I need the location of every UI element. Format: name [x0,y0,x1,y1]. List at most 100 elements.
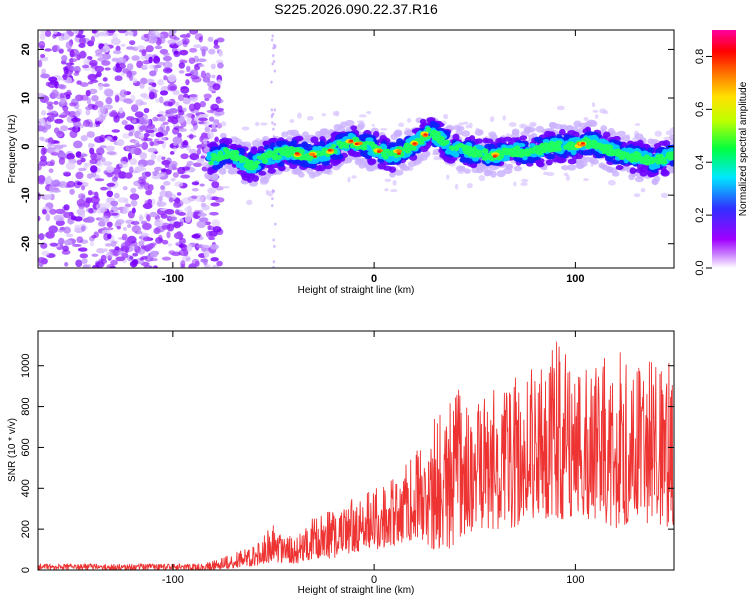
heatmap-noise-blob [44,30,52,38]
heatmap-noise-blob [39,33,46,41]
heatmap-noise-blob [96,248,106,254]
heatmap-noise-blob [139,77,148,85]
heatmap-noise-blob [164,113,174,117]
heatmap-noise-blob [138,240,145,247]
heatmap-track-blob [591,134,598,139]
heatmap-noise-blob [155,226,166,233]
heatmap-track-blob [655,159,663,165]
heatmap-noise-blob [272,260,276,264]
heatmap-track-blob [527,147,535,153]
heatmap-noise-blob [271,34,274,38]
heatmap-track-blob [496,170,506,178]
heatmap-track-blob [542,142,549,147]
heatmap-hot-spot [492,155,497,158]
heatmap-noise-blob [633,193,641,198]
heatmap-noise-blob [159,90,169,96]
heatmap-noise-blob [142,236,152,242]
heatmap-track-blob [606,156,614,162]
heatmap-noise-blob [40,30,46,34]
heatmap-noise-blob [140,255,148,260]
heatmap-track-blob [481,148,489,154]
heatmap-noise-blob [89,62,98,66]
heatmap-track-blob [343,145,350,149]
heatmap-noise-blob [126,63,134,71]
heatmap-noise-blob [95,117,102,121]
heatmap-track-blob [669,160,674,167]
heatmap-track-blob [519,151,527,157]
y-tick-label: 0 [20,144,32,150]
heatmap-noise-blob [210,202,220,207]
heatmap-noise-blob [212,226,222,233]
heatmap-track-blob [629,167,637,174]
heatmap-noise-blob [270,80,273,84]
heatmap-noise-blob [129,193,140,201]
heatmap-noise-blob [172,146,177,153]
heatmap-track-blob [419,145,429,153]
heatmap-noise-blob [76,236,84,244]
heatmap-track-blob [304,152,311,157]
heatmap-noise-blob [53,100,59,105]
heatmap-track-blob [209,141,217,147]
heatmap-noise-blob [159,115,166,122]
heatmap-noise-blob [180,153,189,160]
heatmap-noise-blob [105,96,113,105]
heatmap-track-blob [461,130,471,137]
heatmap-track-blob [645,155,652,162]
heatmap-noise-blob [188,148,197,155]
heatmap-noise-blob [173,114,178,120]
heatmap-track-blob [456,125,465,132]
heatmap-noise-blob [66,48,75,53]
heatmap-noise-blob [640,187,646,193]
heatmap-noise-blob [206,109,215,113]
heatmap-noise-blob [117,30,127,34]
heatmap-track-blob [547,147,554,153]
heatmap-hot-spot [395,149,402,153]
heatmap-noise-blob [179,237,187,245]
heatmap-noise-blob [110,38,121,46]
heatmap-track-blob [608,130,618,138]
heatmap-track-blob [609,167,618,174]
heatmap-track-blob [647,147,655,154]
heatmap-noise-blob [112,50,122,55]
heatmap-noise-blob [142,245,153,252]
heatmap-track-blob [321,160,329,166]
heatmap-track-blob [630,155,639,162]
heatmap-noise-blob [72,243,82,247]
heatmap-noise-blob [148,64,156,70]
heatmap-noise-blob [380,127,388,131]
heatmap-noise-blob [446,174,450,180]
heatmap-noise-blob [274,222,277,226]
heatmap-noise-blob [204,126,210,133]
heatmap-noise-blob [139,82,145,89]
heatmap-noise-blob [332,111,339,117]
heatmap-noise-blob [146,123,156,130]
heatmap-noise-blob [102,77,108,82]
heatmap-noise-blob [273,244,276,248]
heatmap-noise-blob [114,75,123,82]
heatmap-noise-blob [130,104,139,113]
heatmap-noise-blob [42,209,47,215]
heatmap-noise-blob [66,30,72,35]
heatmap-noise-blob [212,83,221,91]
heatmap-noise-blob [111,212,119,216]
heatmap-track-blob [388,151,397,156]
heatmap-noise-blob [168,197,174,203]
heatmap-noise-blob [78,167,87,172]
heatmap-noise-blob [106,30,116,34]
heatmap-noise-blob [272,238,275,242]
heatmap-noise-blob [158,136,167,141]
heatmap-track-blob [387,142,396,149]
x-tick-label: 0 [371,273,377,285]
heatmap-track-blob [584,149,594,156]
heatmap-noise-blob [45,213,51,222]
heatmap-noise-blob [210,63,216,70]
heatmap-noise-blob [137,230,142,235]
heatmap-track-blob [618,155,626,160]
heatmap-noise-blob [104,201,112,209]
heatmap-noise-blob [196,220,207,229]
heatmap-noise-blob [58,237,65,245]
heatmap-noise-blob [161,156,166,160]
heatmap-noise-blob [41,250,50,256]
heatmap-track-blob [455,165,466,172]
heatmap-noise-blob [80,94,89,101]
